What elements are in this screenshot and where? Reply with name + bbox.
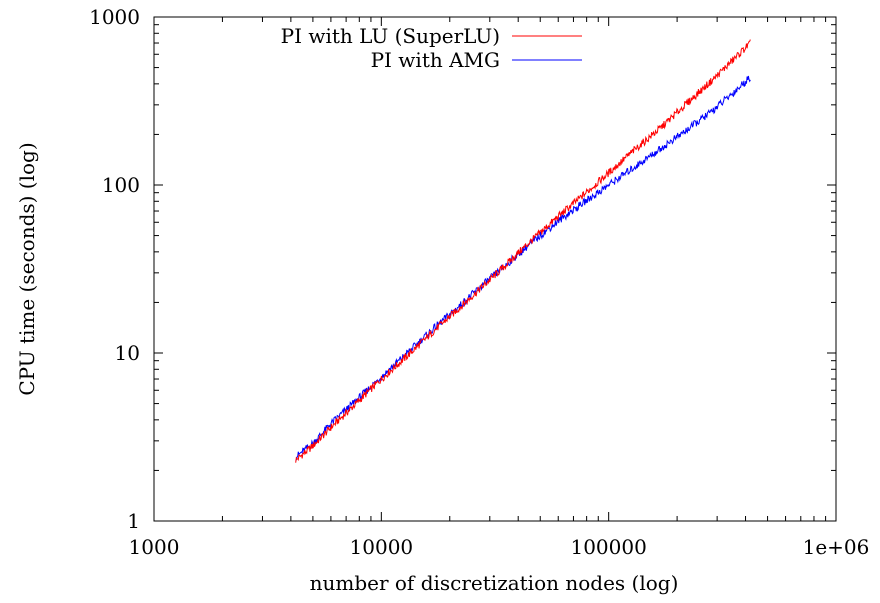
legend-label: PI with LU (SuperLU) [281,24,500,48]
x-tick-label: 10000 [350,535,414,559]
y-tick-label: 1000 [89,5,140,29]
legend-label: PI with AMG [371,48,500,72]
x-tick-label: 1e+06 [803,535,870,559]
axis-ticks [153,16,837,522]
series-lines [295,39,751,463]
x-tick-label: 1000 [129,535,180,559]
y-tick-label: 10 [115,341,140,365]
x-tick-label: 100000 [570,535,646,559]
axis-tick-labels: 1000 10000 100000 1e+06 1 10 100 1000 [89,5,869,559]
series-line-amg [295,75,751,461]
series-line-lu [295,39,751,463]
y-axis-title: CPU time (seconds) (log) [15,142,39,395]
y-tick-label: 100 [102,173,140,197]
y-tick-label: 1 [127,509,140,533]
x-axis-title: number of discretization nodes (log) [310,571,679,595]
legend: PI with LU (SuperLU)PI with AMG [281,24,582,72]
plot-frame [153,16,837,522]
plot-area [153,16,837,522]
